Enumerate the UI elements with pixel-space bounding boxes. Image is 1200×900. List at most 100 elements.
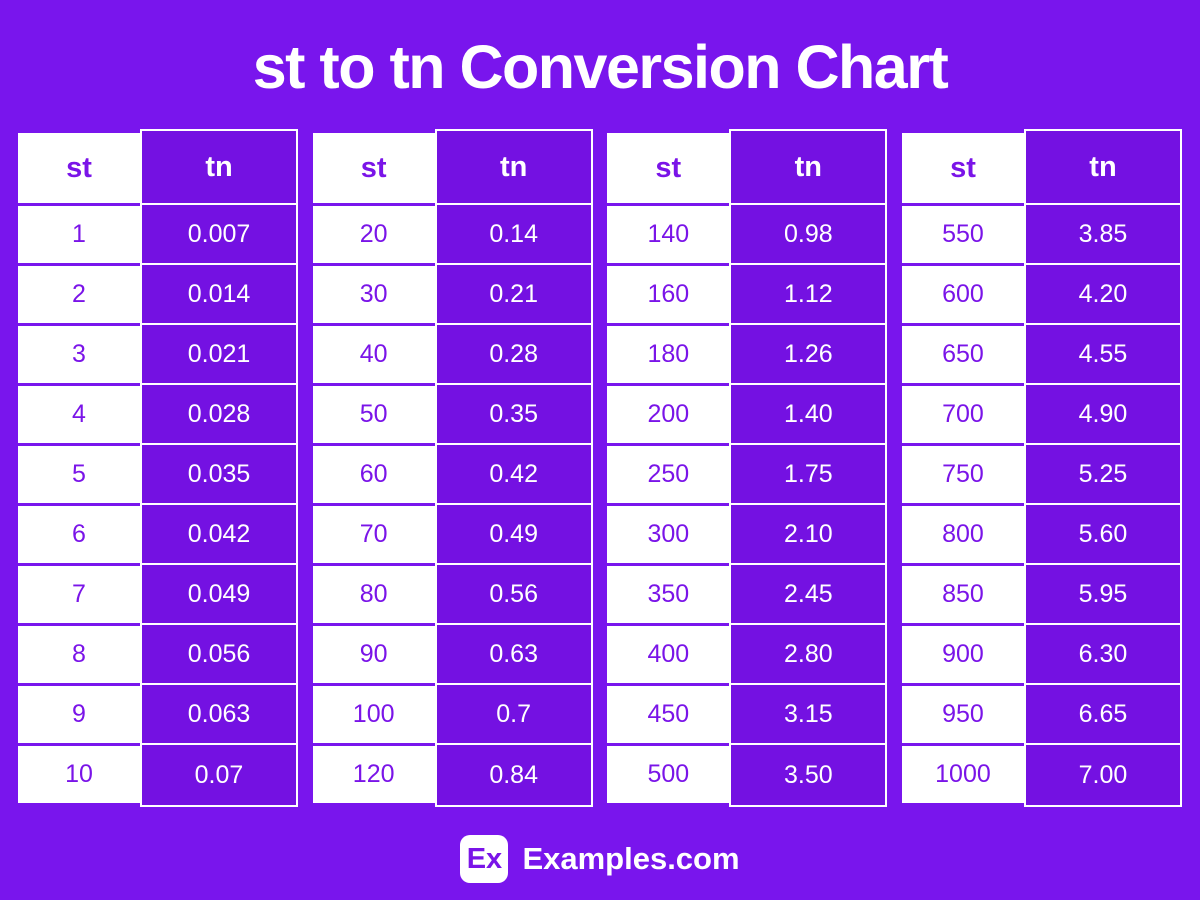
- tn-cell: 1.26: [731, 325, 886, 385]
- st-column: st 1 2 3 4 5 6 7 8 9 10: [18, 133, 140, 807]
- st-cell: 750: [901, 446, 1024, 503]
- st-cell: 140: [607, 206, 730, 263]
- st-cell: 80: [312, 566, 435, 623]
- tn-cell: 2.45: [731, 565, 886, 625]
- st-cell: 40: [312, 326, 435, 383]
- st-cell: 800: [901, 506, 1024, 563]
- tn-cell: 6.30: [1025, 625, 1180, 685]
- tn-cell: 5.60: [1025, 505, 1180, 565]
- tn-cell: 1.40: [731, 385, 886, 445]
- tn-cell: 0.56: [436, 565, 591, 625]
- st-cell: 400: [607, 626, 730, 683]
- st-cell: 650: [901, 326, 1024, 383]
- st-cell: 550: [901, 206, 1024, 263]
- st-cell: 950: [901, 686, 1024, 743]
- st-cell: 1000: [901, 746, 1024, 803]
- st-cell: 90: [312, 626, 435, 683]
- column-header-st: st: [901, 133, 1024, 203]
- st-cell: 7: [18, 566, 140, 623]
- tn-cell: 0.007: [142, 205, 296, 265]
- conversion-table: st 1 2 3 4 5 6 7 8 9 10 tn 0.007 0.014 0.021 0.028 0.035…: [18, 129, 298, 807]
- column-header-tn: tn: [1025, 131, 1180, 205]
- st-cell: 120: [312, 746, 435, 803]
- st-cell: 450: [607, 686, 730, 743]
- st-cell: 3: [18, 326, 140, 383]
- st-cell: 250: [607, 446, 730, 503]
- st-cell: 600: [901, 266, 1024, 323]
- tn-column: tn 3.85 4.20 4.55 4.90 5.25 5.60 5.95 6.30 6.65 7.…: [1023, 129, 1182, 807]
- tn-cell: 5.25: [1025, 445, 1180, 505]
- st-cell: 30: [312, 266, 435, 323]
- column-header-st: st: [18, 133, 140, 203]
- tn-column: tn 0.98 1.12 1.26 1.40 1.75 2.10 2.45 2.80 3.15 3.…: [729, 129, 888, 807]
- tn-cell: 3.15: [731, 685, 886, 745]
- tn-cell: 7.00: [1025, 745, 1180, 805]
- site-name: Examples.com: [522, 841, 740, 876]
- tn-cell: 0.042: [142, 505, 296, 565]
- examples-logo: Ex: [460, 835, 509, 883]
- st-cell: 100: [312, 686, 435, 743]
- tn-cell: 0.63: [436, 625, 591, 685]
- conversion-tables: st 1 2 3 4 5 6 7 8 9 10 tn 0.007 0.014 0.021 0.028 0.035…: [0, 129, 1200, 807]
- tn-cell: 2.10: [731, 505, 886, 565]
- tn-cell: 0.049: [142, 565, 296, 625]
- tn-cell: 3.85: [1025, 205, 1180, 265]
- tn-cell: 0.021: [142, 325, 296, 385]
- st-cell: 700: [901, 386, 1024, 443]
- column-header-tn: tn: [142, 131, 296, 205]
- st-cell: 20: [312, 206, 435, 263]
- st-column: st 140 160 180 200 250 300 350 400 450 500: [607, 133, 730, 807]
- column-header-st: st: [607, 133, 730, 203]
- column-header-tn: tn: [436, 131, 591, 205]
- column-header-tn: tn: [731, 131, 886, 205]
- st-cell: 5: [18, 446, 140, 503]
- title-bar: st to tn Conversion Chart: [0, 0, 1200, 133]
- tn-cell: 0.98: [731, 205, 886, 265]
- st-cell: 850: [901, 566, 1024, 623]
- column-header-st: st: [312, 133, 435, 203]
- st-column: st 550 600 650 700 750 800 850 900 950 1000: [901, 133, 1024, 807]
- tn-cell: 0.056: [142, 625, 296, 685]
- st-cell: 8: [18, 626, 140, 683]
- st-cell: 900: [901, 626, 1024, 683]
- st-cell: 500: [607, 746, 730, 803]
- tn-cell: 0.028: [142, 385, 296, 445]
- tn-cell: 0.49: [436, 505, 591, 565]
- conversion-table: st 140 160 180 200 250 300 350 400 450 500 tn 0.98 1.…: [607, 129, 888, 807]
- tn-cell: 4.20: [1025, 265, 1180, 325]
- tn-cell: 1.75: [731, 445, 886, 505]
- st-column: st 20 30 40 50 60 70 80 90 100 120: [312, 133, 435, 807]
- tn-cell: 0.063: [142, 685, 296, 745]
- tn-cell: 4.90: [1025, 385, 1180, 445]
- st-cell: 160: [607, 266, 730, 323]
- tn-cell: 0.07: [142, 745, 296, 805]
- st-cell: 2: [18, 266, 140, 323]
- st-cell: 50: [312, 386, 435, 443]
- tn-cell: 2.80: [731, 625, 886, 685]
- st-cell: 4: [18, 386, 140, 443]
- tn-cell: 5.95: [1025, 565, 1180, 625]
- st-cell: 70: [312, 506, 435, 563]
- logo-text: Ex: [466, 842, 503, 875]
- st-cell: 9: [18, 686, 140, 743]
- tn-cell: 3.50: [731, 745, 886, 805]
- st-cell: 10: [18, 746, 140, 803]
- st-cell: 300: [607, 506, 730, 563]
- tn-cell: 0.21: [436, 265, 591, 325]
- st-cell: 180: [607, 326, 730, 383]
- footer: Ex Examples.com: [0, 835, 1200, 883]
- tn-cell: 0.28: [436, 325, 591, 385]
- conversion-table: st 550 600 650 700 750 800 850 900 950 1000 tn 3.85 4…: [901, 129, 1182, 807]
- st-cell: 1: [18, 206, 140, 263]
- tn-cell: 0.84: [436, 745, 591, 805]
- tn-cell: 0.14: [436, 205, 591, 265]
- page-title: st to tn Conversion Chart: [252, 32, 949, 101]
- tn-cell: 0.7: [436, 685, 591, 745]
- conversion-table: st 20 30 40 50 60 70 80 90 100 120 tn 0.14 0.21 0.28 0.…: [312, 129, 593, 807]
- tn-cell: 1.12: [731, 265, 886, 325]
- tn-cell: 0.014: [142, 265, 296, 325]
- st-cell: 350: [607, 566, 730, 623]
- tn-cell: 4.55: [1025, 325, 1180, 385]
- tn-column: tn 0.007 0.014 0.021 0.028 0.035 0.042 0.049 0.0…: [140, 129, 298, 807]
- tn-column: tn 0.14 0.21 0.28 0.35 0.42 0.49 0.56 0.63 0.7 0.8…: [434, 129, 593, 807]
